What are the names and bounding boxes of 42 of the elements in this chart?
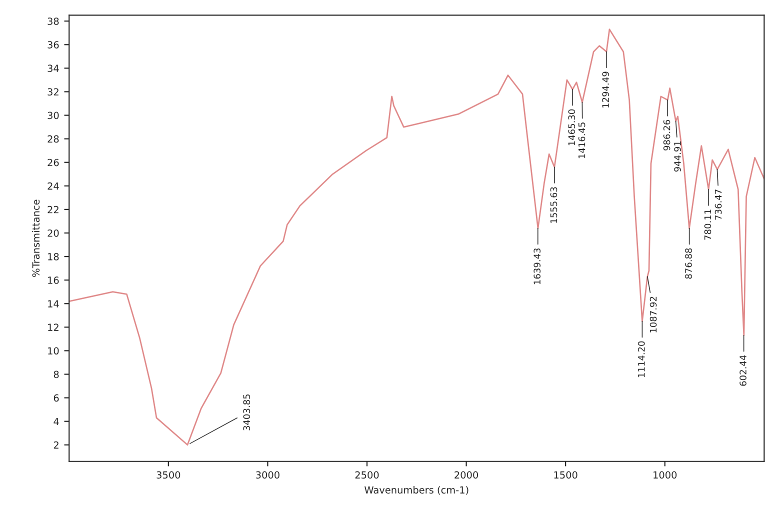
- x-tick-label: 3000: [256, 471, 280, 479]
- annotation: 1294.49: [602, 72, 610, 108]
- y-tick-label: 10: [48, 347, 59, 355]
- annotation: 602.44: [740, 355, 746, 386]
- line-series: [69, 28, 764, 446]
- y-tick-label: 36: [48, 41, 59, 48]
- annotation: 986.26: [663, 120, 670, 150]
- y-tick-label: 4: [54, 418, 59, 426]
- y-tick-label: 32: [48, 88, 58, 96]
- y-tick-label: 2: [54, 441, 58, 449]
- x-tick-label: 1000: [654, 471, 677, 479]
- y-axis-title: %Transmittance: [32, 200, 40, 277]
- y-tick-label: 20: [48, 229, 59, 237]
- annotation: 3403.85: [243, 394, 250, 430]
- annotation: 944.91: [674, 141, 681, 172]
- annotation: 1465.30: [568, 109, 576, 146]
- annotation: 736.47: [714, 190, 722, 220]
- y-tick-label: 26: [48, 158, 59, 166]
- y-tick-label: 22: [48, 206, 58, 214]
- x-tick-label: 3500: [156, 471, 180, 479]
- annotation: 1087.92: [650, 296, 657, 332]
- annotation: 1555.63: [550, 187, 558, 223]
- y-tick-label: 18: [48, 253, 59, 260]
- y-tick-label: 16: [48, 276, 59, 284]
- y-tick-label: 14: [48, 300, 59, 308]
- x-tick-label: 1500: [554, 471, 578, 479]
- y-tick-label: 38: [48, 18, 59, 25]
- y-tick-label: 30: [48, 112, 59, 120]
- x-tick-label: 2500: [355, 471, 379, 479]
- x-axis-title: Wavenumbers (cm-1): [364, 486, 468, 495]
- y-tick-label: 8: [54, 370, 59, 378]
- y-tick-label: 34: [48, 64, 59, 72]
- annotation: 1639.43: [534, 248, 541, 284]
- y-tick-label: 24: [48, 182, 59, 190]
- y-tick-label: 12: [48, 324, 58, 331]
- y-tick-label: 28: [48, 135, 59, 143]
- y-tick-label: 6: [54, 394, 59, 402]
- annotation: 780.11: [704, 210, 712, 240]
- annotation: 1416.45: [578, 122, 586, 158]
- annotation: 1114.20: [638, 341, 645, 378]
- x-tick-label: 2000: [454, 471, 478, 479]
- annotation: 876.88: [685, 248, 692, 279]
